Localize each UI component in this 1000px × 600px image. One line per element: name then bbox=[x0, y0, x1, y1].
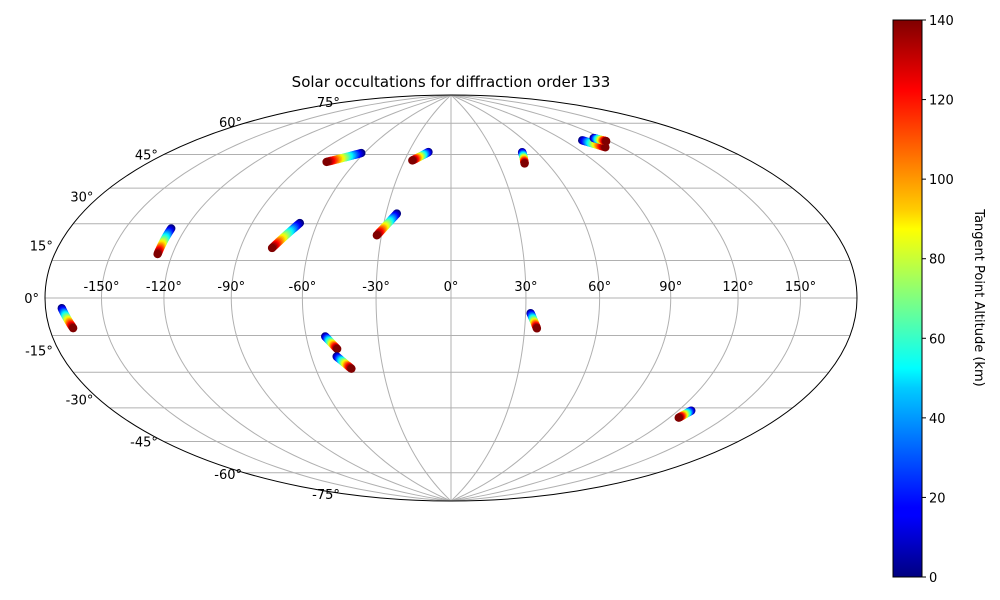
latitude-tick-labels: 75° 60° 45° 30° 15° 0° -15° -30° -45° -60° -75° bbox=[24, 96, 340, 503]
colorbar-tick-label: 20 bbox=[929, 491, 946, 506]
occultation-point bbox=[267, 243, 277, 253]
latitude-tick-label: -45° bbox=[130, 436, 158, 451]
occultation-track bbox=[372, 209, 402, 240]
latitude-tick-label: 15° bbox=[30, 239, 53, 254]
occultation-point bbox=[601, 137, 611, 146]
latitude-tick-label: -30° bbox=[66, 394, 94, 409]
latitude-tick-label: 75° bbox=[317, 96, 340, 111]
occultation-track bbox=[267, 218, 305, 253]
occultation-track bbox=[57, 304, 78, 333]
occultation-point bbox=[674, 413, 683, 422]
colorbar-tick-label: 60 bbox=[929, 332, 946, 347]
occultation-track bbox=[408, 147, 433, 165]
longitude-tick-label: -30° bbox=[362, 280, 390, 295]
occultation-point bbox=[408, 156, 417, 165]
longitude-tick-label: 0° bbox=[444, 280, 459, 295]
latitude-tick-label: 30° bbox=[70, 191, 93, 206]
longitude-tick-label: 90° bbox=[659, 280, 682, 295]
colorbar-tick-label: 0 bbox=[929, 571, 937, 586]
longitude-tick-label: 30° bbox=[514, 280, 537, 295]
colorbar-ticks: 0 20 40 60 80 100 120 140 bbox=[922, 14, 954, 586]
latitude-tick-label: -75° bbox=[312, 488, 340, 503]
occultation-point bbox=[322, 157, 331, 167]
occultation-point bbox=[332, 344, 342, 354]
latitude-tick-label: -15° bbox=[25, 345, 53, 360]
longitude-tick-label: 150° bbox=[785, 280, 816, 295]
occultation-point bbox=[532, 324, 542, 333]
occultation-track bbox=[517, 147, 529, 168]
chart-title: Solar occultations for diffraction order… bbox=[292, 73, 611, 91]
longitude-tick-label: -60° bbox=[289, 280, 317, 295]
latitude-tick-label: 60° bbox=[219, 116, 242, 131]
occultation-point bbox=[372, 231, 382, 240]
occultation-track bbox=[321, 332, 342, 354]
colorbar-label: Tangent Point Altitude (km) bbox=[971, 208, 986, 386]
occultation-point bbox=[520, 159, 529, 168]
latitude-tick-label: 0° bbox=[24, 292, 39, 307]
occultation-track bbox=[322, 148, 366, 167]
colorbar bbox=[892, 19, 923, 578]
occultation-track bbox=[526, 308, 542, 333]
occultation-point bbox=[153, 249, 162, 259]
longitude-tick-label: 120° bbox=[722, 280, 753, 295]
longitude-tick-label: 60° bbox=[588, 280, 611, 295]
latitude-tick-label: 45° bbox=[135, 148, 158, 163]
map-boundary bbox=[44, 94, 858, 502]
colorbar-tick-label: 120 bbox=[929, 94, 954, 109]
occultation-track bbox=[332, 352, 356, 373]
latitude-tick-label: -60° bbox=[214, 468, 242, 483]
occultation-track bbox=[674, 406, 696, 422]
colorbar-tick-label: 100 bbox=[929, 173, 954, 188]
occultation-points bbox=[57, 133, 696, 422]
longitude-tick-labels: -150° -120° -90° -60° -30° 0° 30° 60° 90° 120° 150… bbox=[83, 280, 816, 295]
longitude-tick-label: -150° bbox=[83, 280, 119, 295]
longitude-tick-label: -120° bbox=[146, 280, 182, 295]
colorbar-tick-label: 140 bbox=[929, 14, 954, 29]
occultation-point bbox=[68, 323, 78, 333]
occultation-point bbox=[347, 364, 356, 373]
occultation-track bbox=[153, 224, 176, 259]
occultation-track bbox=[589, 133, 611, 146]
colorbar-tick-label: 40 bbox=[929, 412, 946, 427]
longitude-tick-label: -90° bbox=[217, 280, 245, 295]
colorbar-tick-label: 80 bbox=[929, 253, 946, 268]
